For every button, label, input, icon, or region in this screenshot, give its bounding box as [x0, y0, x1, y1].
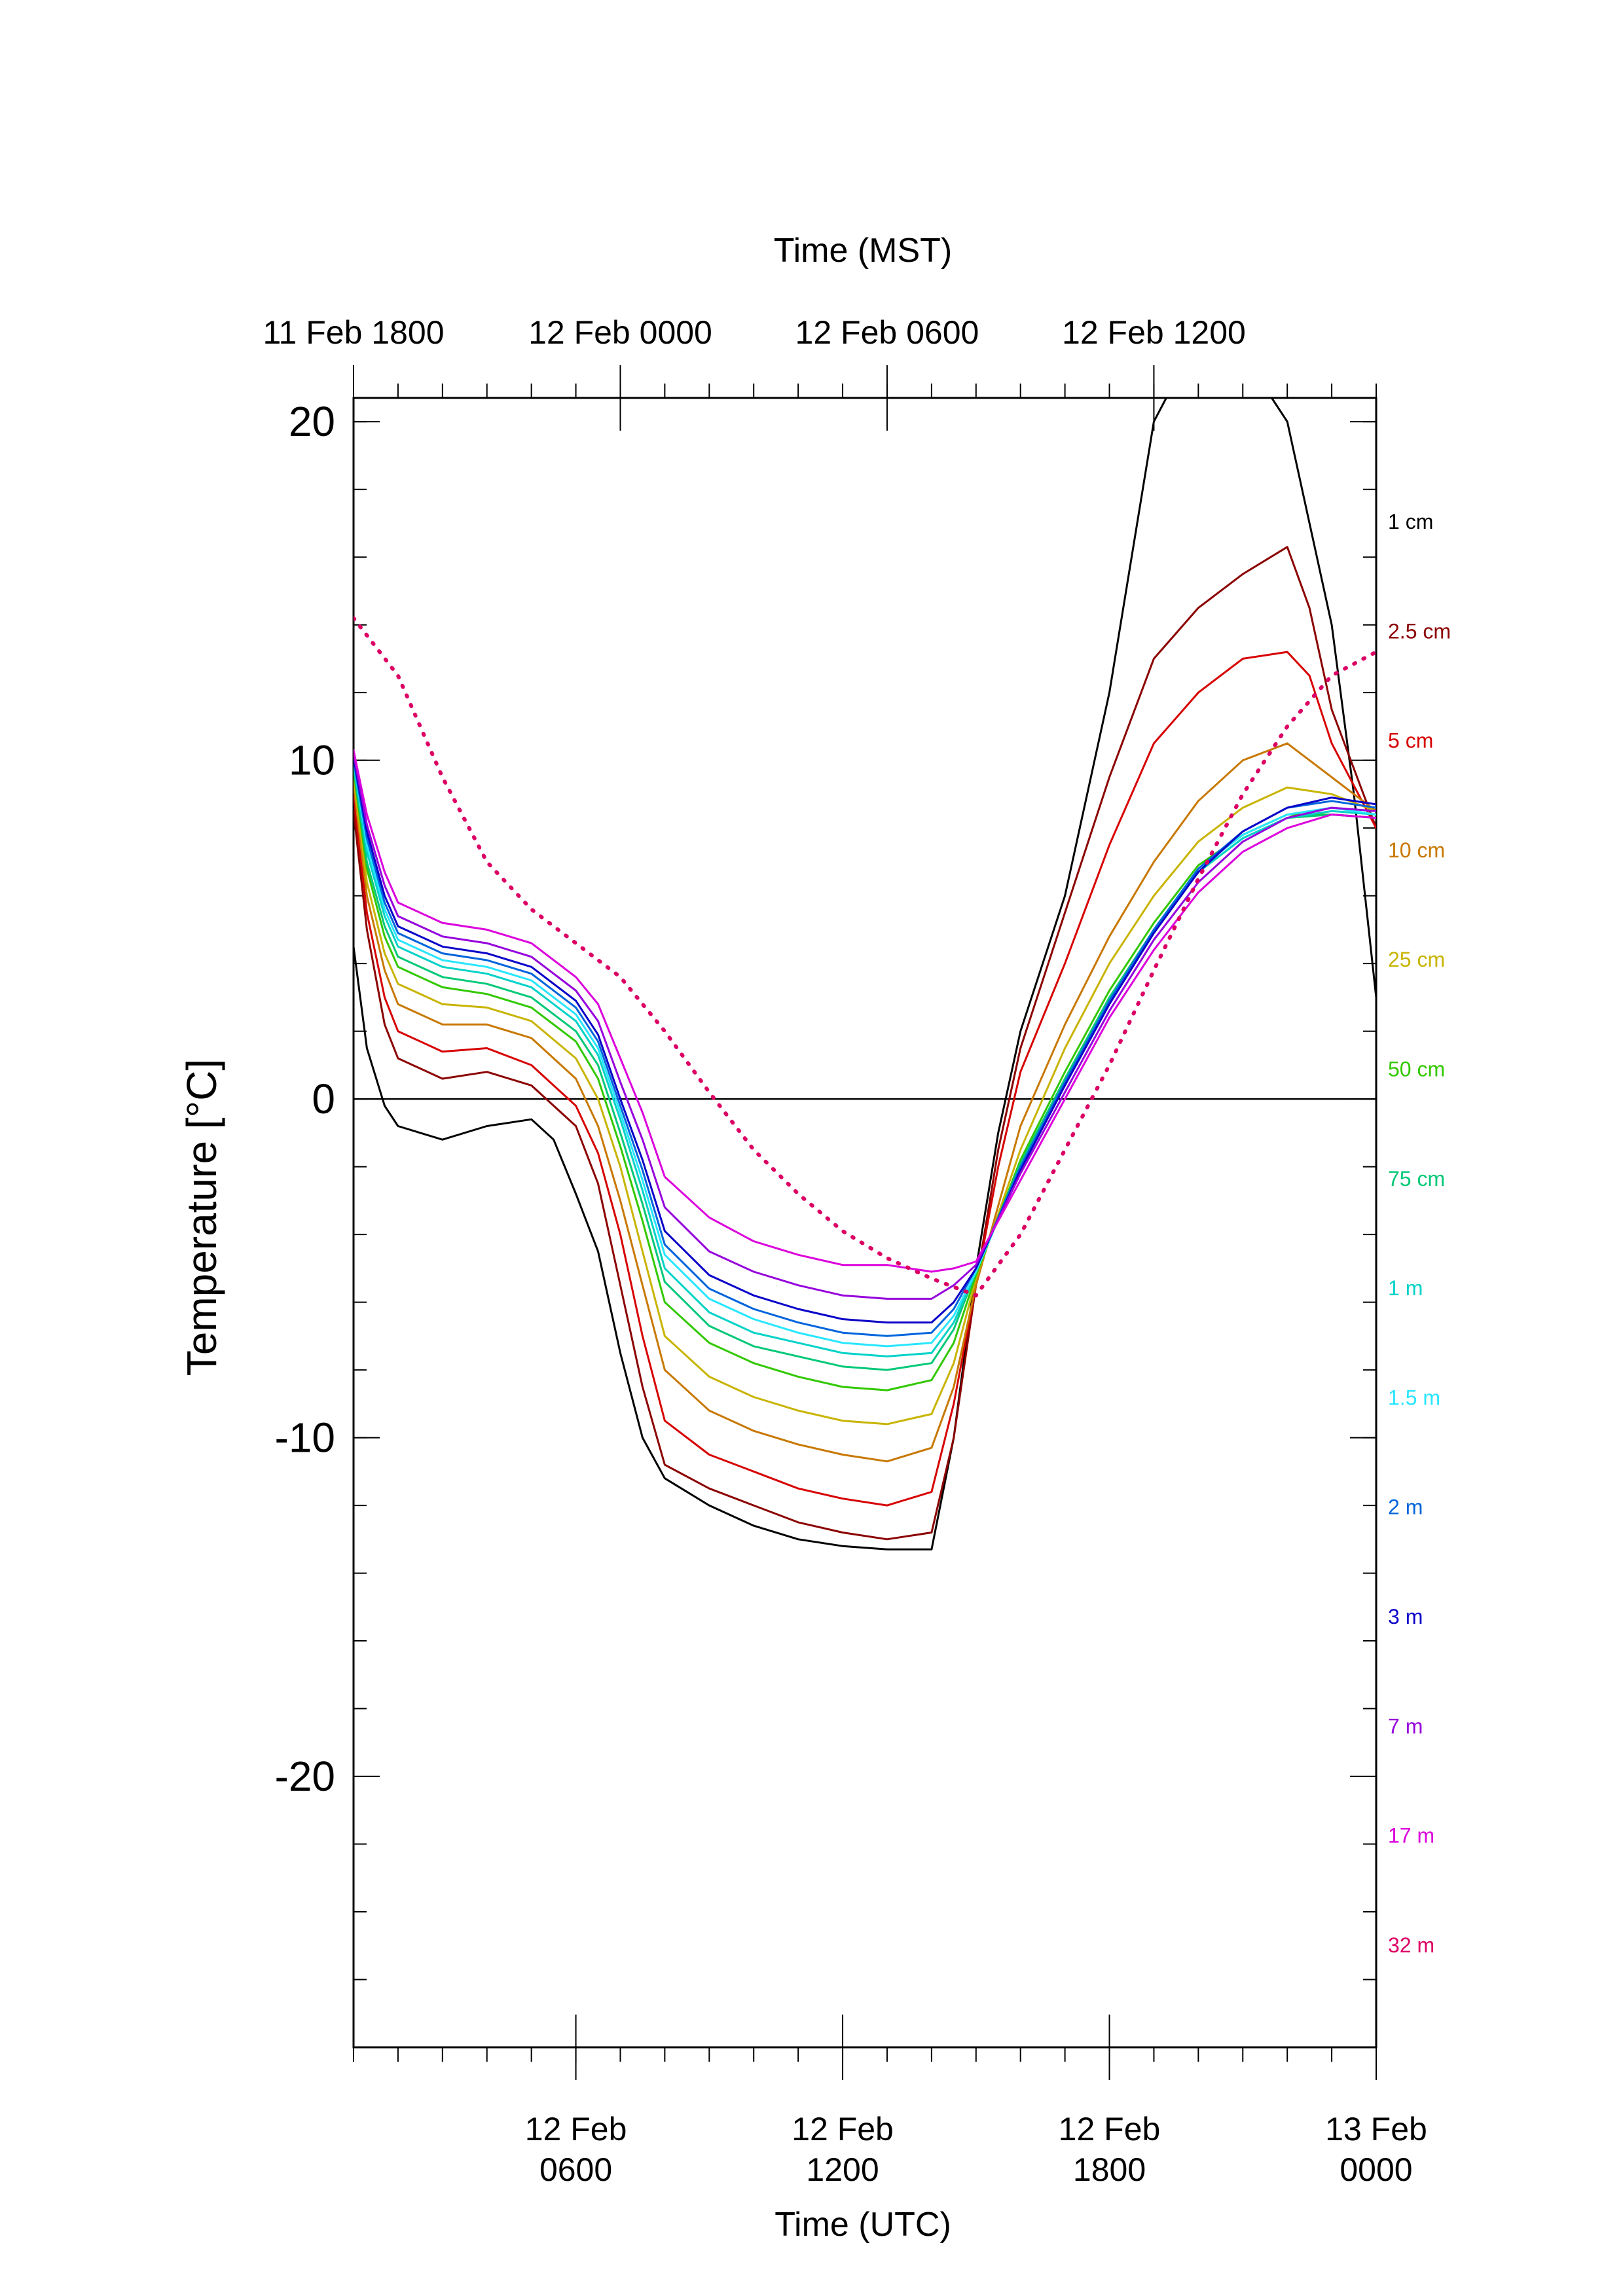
- bottom-tick-label-line2: 0000: [1340, 2151, 1412, 2188]
- ticks-layer: 11 Feb 1800 12 Feb 0000 12 Feb 0600 12 Feb …: [263, 314, 1427, 2188]
- series-line-1-m: [354, 762, 1376, 1357]
- series-line-32-m: [354, 616, 1376, 1298]
- legend-entry: 7 m: [1388, 1714, 1423, 1738]
- legend-entry: 2.5 cm: [1388, 619, 1451, 643]
- bottom-tick-label-line1: 13 Feb: [1325, 2111, 1427, 2147]
- y-tick-label: 0: [312, 1075, 335, 1122]
- series-line-10-cm: [354, 742, 1376, 1463]
- top-tick-label: 11 Feb 1800: [263, 314, 444, 351]
- series-line-3-m: [354, 756, 1376, 1324]
- y-tick-label: 10: [289, 737, 335, 784]
- legend: 1 cm 2.5 cm 5 cm 10 cm 25 cm 50 cm 75 cm 1 m 1.5…: [1388, 510, 1451, 1957]
- legend-entry: 1.5 m: [1388, 1386, 1440, 1409]
- series-line-75-cm: [354, 766, 1376, 1371]
- legend-entry: 50 cm: [1388, 1058, 1445, 1081]
- top-axis-title: Time (MST): [774, 232, 952, 270]
- legend-entry: 5 cm: [1388, 729, 1433, 753]
- top-tick-label: 12 Feb 0600: [795, 314, 979, 351]
- bottom-tick-label-line2: 1200: [806, 2151, 879, 2188]
- series-line-25-cm: [354, 776, 1376, 1426]
- legend-entry: 75 cm: [1388, 1167, 1445, 1191]
- bottom-tick-label-line2: 1800: [1073, 2151, 1146, 2188]
- legend-entry: 10 cm: [1388, 838, 1445, 862]
- bottom-tick-label-line1: 12 Feb: [525, 2111, 627, 2147]
- legend-entry: 2 m: [1388, 1496, 1423, 1519]
- legend-entry: 32 m: [1388, 1933, 1434, 1957]
- bottom-tick-label-line2: 0600: [539, 2151, 612, 2188]
- y-tick-label: -10: [275, 1414, 336, 1462]
- series-layer: [354, 398, 1376, 1551]
- legend-entry: 1 cm: [1388, 510, 1433, 533]
- series-line-2-5-cm: [354, 546, 1376, 1541]
- legend-entry: 17 m: [1388, 1824, 1434, 1848]
- legend-entry: 1 m: [1388, 1276, 1423, 1300]
- y-tick-label: -20: [275, 1753, 336, 1800]
- series-line-2-m: [354, 759, 1376, 1337]
- bottom-tick-label-line1: 12 Feb: [792, 2111, 894, 2147]
- bottom-tick-label-line1: 12 Feb: [1059, 2111, 1161, 2147]
- series-line-1-cm: [354, 398, 1376, 1551]
- legend-entry: 3 m: [1388, 1605, 1423, 1628]
- series-line-5-cm: [354, 651, 1376, 1507]
- top-tick-label: 12 Feb 1200: [1062, 314, 1246, 351]
- top-tick-label: 12 Feb 0000: [528, 314, 712, 351]
- y-axis-title: Temperature [°C]: [178, 1059, 225, 1376]
- bottom-axis-title: Time (UTC): [775, 2206, 951, 2244]
- plot-frame: [352, 397, 1377, 2049]
- y-tick-label: 20: [289, 398, 335, 445]
- series-line-7-m: [354, 752, 1376, 1300]
- legend-entry: 25 cm: [1388, 948, 1445, 971]
- series-line-50-cm: [354, 769, 1376, 1391]
- series-line-17-m: [354, 749, 1376, 1273]
